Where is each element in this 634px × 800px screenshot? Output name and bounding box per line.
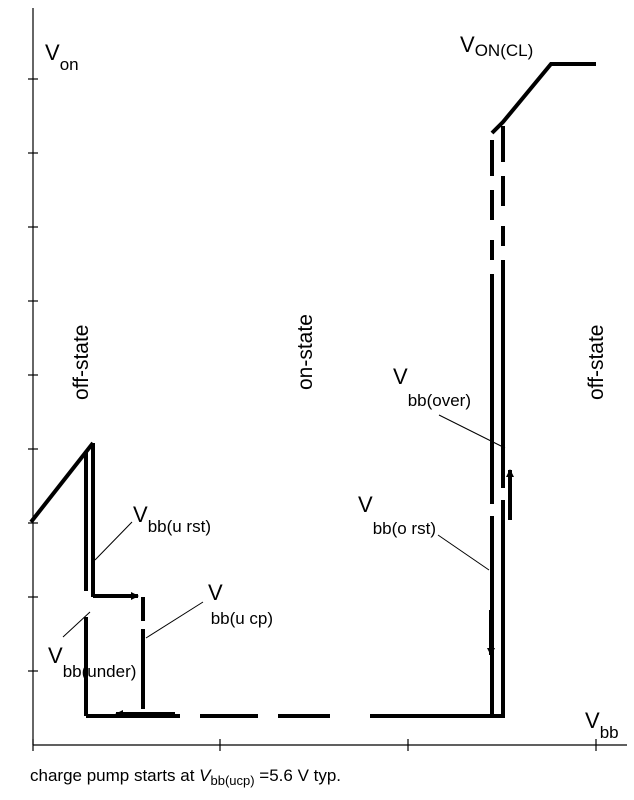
label-bb-u-rst: Vbb(u rst) xyxy=(133,502,211,536)
leader-bb-u-rst xyxy=(94,521,133,561)
axes xyxy=(28,8,627,751)
x-axis-label: Vbb xyxy=(585,708,619,742)
caption: charge pump starts at Vbb(ucp) =5.6 V ty… xyxy=(30,766,341,788)
state-label-right: off-state xyxy=(585,325,608,401)
label-bb-over: Vbb(over) xyxy=(393,364,471,410)
label-bb-under: Vbb(under) xyxy=(48,643,136,681)
leader-bb-over xyxy=(438,414,506,449)
state-label-left: off-state xyxy=(70,325,93,401)
leader-bb-u-cp xyxy=(145,601,204,639)
clamp-curve xyxy=(490,62,596,135)
state-label-middle: on-state xyxy=(294,314,317,390)
curves xyxy=(29,62,596,718)
label-v-on-cl: VON(CL) xyxy=(460,32,533,60)
leader-bb-under xyxy=(62,611,91,638)
left-ramp xyxy=(29,441,95,524)
y-axis-label: Von xyxy=(45,40,79,74)
label-bb-o-rst: Vbb(o rst) xyxy=(358,492,436,538)
leader-lines xyxy=(62,414,506,639)
leader-bb-o-rst xyxy=(437,534,490,571)
